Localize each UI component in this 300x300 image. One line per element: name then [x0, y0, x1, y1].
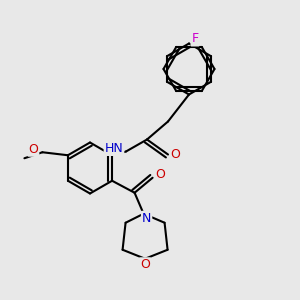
Text: O: O	[28, 143, 38, 156]
Text: O: O	[140, 258, 150, 271]
Text: O: O	[155, 168, 165, 181]
Text: O: O	[171, 148, 180, 161]
Text: F: F	[191, 32, 199, 46]
Text: N: N	[142, 212, 151, 225]
Text: HN: HN	[105, 142, 123, 155]
